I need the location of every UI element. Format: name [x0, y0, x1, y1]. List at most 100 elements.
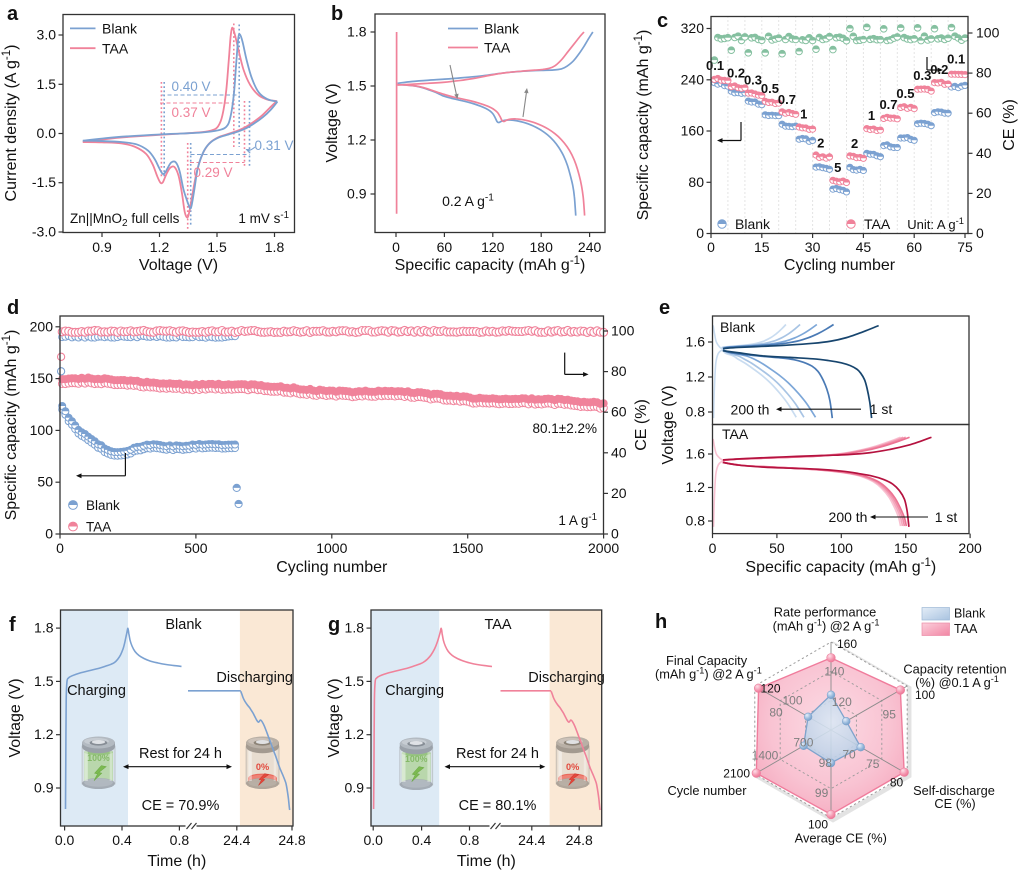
- svg-text:80: 80: [769, 706, 783, 720]
- svg-text:1.8: 1.8: [345, 620, 365, 636]
- svg-text:Voltage (V): Voltage (V): [326, 678, 343, 757]
- svg-text:0.5: 0.5: [761, 81, 779, 96]
- svg-text:0.8: 0.8: [170, 832, 190, 848]
- svg-text:CE = 70.9%: CE = 70.9%: [142, 798, 220, 814]
- svg-text:Blank: Blank: [954, 607, 986, 621]
- svg-text:0: 0: [707, 239, 715, 255]
- svg-text:h: h: [655, 611, 667, 633]
- svg-text:0: 0: [696, 225, 704, 241]
- svg-text:320: 320: [681, 20, 705, 36]
- svg-text:1: 1: [868, 108, 875, 123]
- svg-text:0.1: 0.1: [947, 52, 965, 67]
- svg-text:100: 100: [611, 323, 635, 339]
- svg-text:20: 20: [976, 185, 992, 201]
- svg-text:0.3: 0.3: [744, 73, 762, 88]
- svg-text:Cycling number: Cycling number: [784, 257, 896, 274]
- svg-text:Voltage (V): Voltage (V): [324, 83, 341, 162]
- svg-text:1000: 1000: [316, 540, 347, 556]
- svg-text:TAA: TAA: [484, 40, 511, 56]
- svg-text:99: 99: [815, 786, 829, 800]
- svg-text:Voltage (V): Voltage (V): [139, 257, 218, 274]
- svg-text:Blank: Blank: [484, 21, 520, 37]
- svg-text:120: 120: [481, 239, 505, 255]
- svg-text:0.1: 0.1: [706, 58, 724, 73]
- svg-text:200 th: 200 th: [829, 509, 868, 525]
- svg-text:240: 240: [681, 71, 705, 87]
- svg-text:Blank: Blank: [720, 319, 756, 335]
- svg-text:0.4: 0.4: [112, 832, 132, 848]
- svg-text:200 th: 200 th: [731, 402, 770, 418]
- svg-text:160: 160: [681, 123, 705, 139]
- svg-text:120: 120: [760, 682, 780, 696]
- svg-text:0: 0: [56, 540, 64, 556]
- svg-text:CE (%): CE (%): [633, 399, 650, 451]
- svg-text:24.4: 24.4: [518, 832, 545, 848]
- svg-text:0.7: 0.7: [778, 92, 796, 107]
- svg-text:160: 160: [837, 637, 857, 651]
- svg-text:1: 1: [800, 107, 807, 122]
- svg-text:0.40 V: 0.40 V: [171, 79, 210, 94]
- svg-text:100: 100: [830, 540, 854, 556]
- svg-text:CE (%): CE (%): [934, 796, 975, 811]
- svg-text:140: 140: [824, 665, 844, 679]
- svg-text:Discharging: Discharging: [216, 670, 293, 686]
- svg-text:2000: 2000: [588, 540, 619, 556]
- svg-text:0.4: 0.4: [412, 832, 432, 848]
- svg-text:0.29 V: 0.29 V: [193, 165, 232, 180]
- svg-text:75: 75: [866, 757, 880, 771]
- svg-text:2: 2: [817, 136, 824, 151]
- svg-text:Rest for 24 h: Rest for 24 h: [456, 746, 539, 762]
- svg-text:Charging: Charging: [385, 683, 444, 699]
- svg-text:1.8: 1.8: [265, 239, 285, 255]
- svg-text:1.6: 1.6: [686, 446, 706, 462]
- svg-text:CE = 80.1%: CE = 80.1%: [459, 798, 537, 814]
- svg-text:0: 0: [45, 526, 53, 542]
- svg-text:-1.5: -1.5: [32, 174, 56, 190]
- svg-text:1500: 1500: [452, 540, 483, 556]
- svg-text:80: 80: [611, 363, 627, 379]
- svg-text:40: 40: [611, 444, 627, 460]
- svg-text:b: b: [331, 3, 343, 25]
- svg-text:1.6: 1.6: [686, 334, 706, 350]
- svg-text:150: 150: [30, 370, 54, 386]
- svg-text:Cycle number: Cycle number: [668, 783, 748, 798]
- svg-text:75: 75: [957, 239, 973, 255]
- svg-text:0: 0: [709, 540, 717, 556]
- svg-text:100: 100: [30, 422, 54, 438]
- svg-text:Voltage (V): Voltage (V): [7, 678, 24, 757]
- svg-text:0.7: 0.7: [879, 97, 897, 112]
- svg-text:60: 60: [437, 239, 453, 255]
- svg-text:180: 180: [530, 239, 554, 255]
- svg-text:95: 95: [883, 708, 897, 722]
- svg-text:0: 0: [392, 239, 400, 255]
- svg-text:a: a: [7, 3, 19, 25]
- svg-text:Self-discharge: Self-discharge: [913, 783, 995, 798]
- svg-text:0.37 V: 0.37 V: [171, 105, 210, 120]
- svg-text:30: 30: [805, 239, 821, 255]
- svg-text:1.5: 1.5: [347, 78, 367, 94]
- svg-text:1 st: 1 st: [870, 401, 893, 417]
- svg-text:0.5: 0.5: [896, 86, 914, 101]
- svg-text:200: 200: [30, 318, 54, 334]
- svg-text:2: 2: [851, 136, 858, 151]
- svg-text:Specific capacity (mAh g-1): Specific capacity (mAh g-1): [745, 557, 936, 576]
- svg-text:Specific capacity (mAh g-1): Specific capacity (mAh g-1): [395, 255, 586, 274]
- svg-text:2100: 2100: [723, 767, 750, 781]
- svg-text:Charging: Charging: [67, 683, 126, 699]
- svg-text:60: 60: [976, 105, 992, 121]
- svg-text:0.9: 0.9: [92, 239, 112, 255]
- svg-text:45: 45: [856, 239, 872, 255]
- svg-text:0%: 0%: [566, 762, 579, 772]
- svg-text:g: g: [328, 614, 340, 636]
- svg-text:0: 0: [611, 526, 619, 542]
- svg-text:1.5: 1.5: [207, 239, 227, 255]
- svg-text:Time (h): Time (h): [457, 853, 516, 870]
- svg-text:100: 100: [782, 694, 802, 708]
- svg-text:3.0: 3.0: [37, 27, 57, 43]
- svg-text:1.2: 1.2: [34, 726, 54, 742]
- svg-text:Unit: A g-1: Unit: A g-1: [907, 215, 964, 232]
- svg-text:24.8: 24.8: [566, 832, 593, 848]
- svg-text:e: e: [659, 297, 670, 319]
- svg-text:Discharging: Discharging: [528, 670, 605, 686]
- svg-text:Average CE (%): Average CE (%): [795, 831, 887, 846]
